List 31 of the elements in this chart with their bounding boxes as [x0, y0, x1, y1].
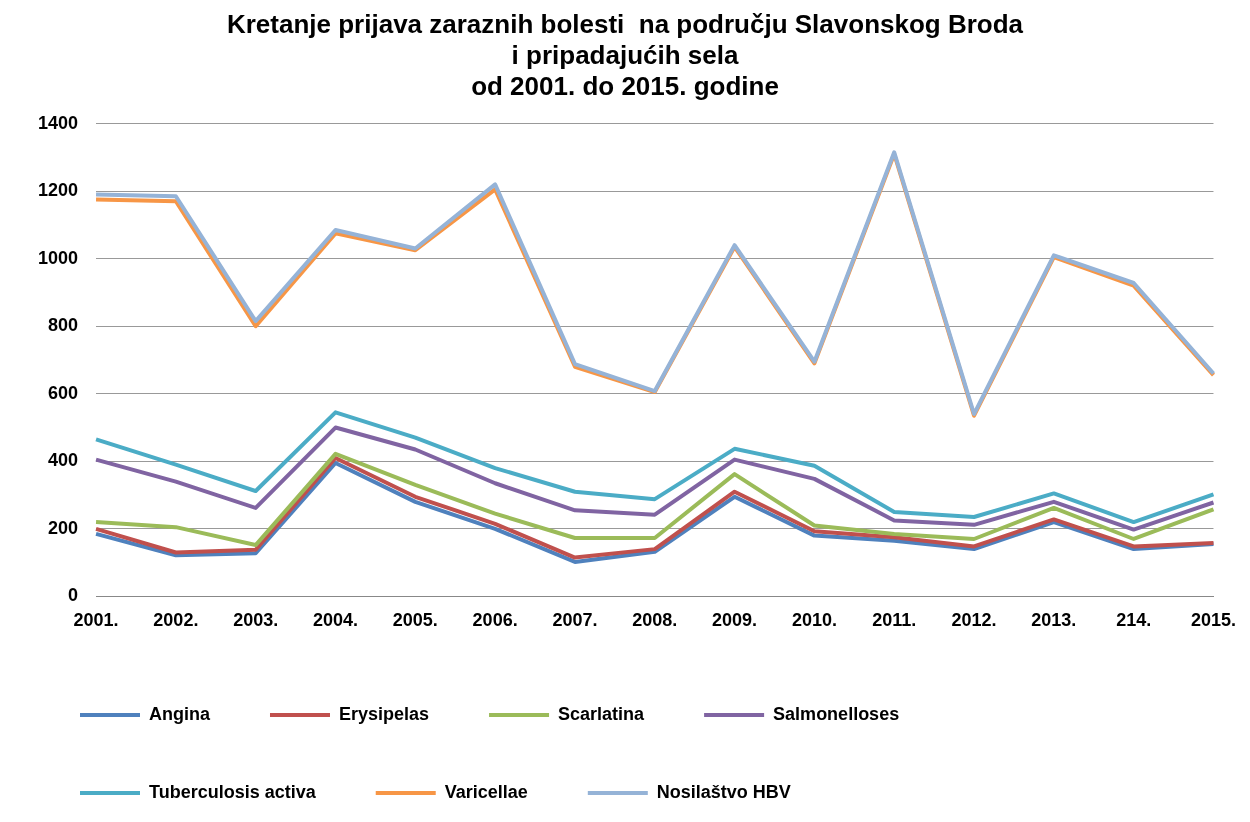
legend-label: Tuberculosis activa: [149, 781, 317, 802]
x-tick-label: 2015.: [1190, 610, 1236, 631]
x-tick-label: 2003.: [233, 610, 279, 631]
y-tick-label: 0: [68, 585, 79, 606]
chart-title: Kretanje prijava zaraznih bolesti na području Slavonskog Broda i pripadajućih sela od 2001. do 2015. godine: [226, 8, 1024, 102]
x-tick-label: 2004.: [312, 610, 359, 631]
legend-label: Nosilaštvo HBV: [656, 781, 791, 802]
x-tick-label: 2005.: [392, 610, 438, 631]
x-tick-label: 2002.: [153, 610, 199, 631]
legend-label: Angina: [149, 703, 211, 724]
legend-label: Salmonelloses: [773, 703, 900, 724]
x-tick-label: 214.: [1116, 610, 1152, 631]
x-tick-label: 2012.: [951, 610, 997, 631]
legend-label: Scarlatina: [558, 703, 646, 724]
x-tick-label: 2008.: [632, 610, 678, 631]
x-tick-label: 2001.: [73, 610, 119, 631]
y-tick-label: 1200: [38, 180, 79, 201]
y-tick-label: 600: [48, 382, 79, 403]
x-tick-label: 2013.: [1031, 610, 1077, 631]
x-tick-label: 2007.: [552, 610, 598, 631]
legend-label: Erysipelas: [339, 703, 430, 724]
x-tick-label: 2010.: [791, 610, 837, 631]
y-tick-label: 200: [48, 517, 79, 538]
y-tick-label: 800: [48, 315, 79, 336]
y-tick-label: 1000: [38, 247, 79, 268]
y-tick-label: 1400: [38, 112, 79, 133]
x-tick-label: 2006.: [472, 610, 518, 631]
x-tick-label: 2009.: [712, 610, 758, 631]
legend-label: Varicellae: [444, 781, 528, 802]
y-tick-label: 400: [48, 450, 79, 471]
x-tick-label: 2011.: [872, 610, 917, 631]
